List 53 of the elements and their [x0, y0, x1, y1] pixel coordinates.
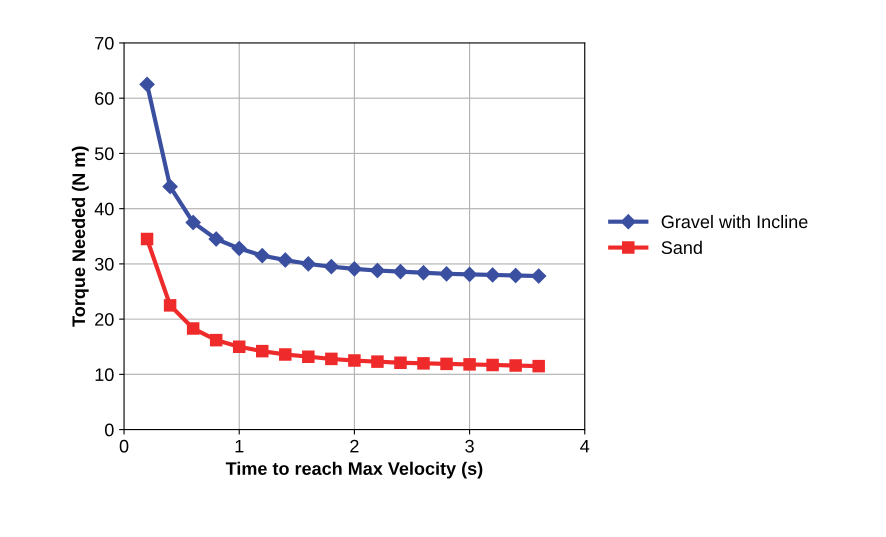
point — [394, 356, 407, 370]
point — [348, 354, 361, 367]
point — [325, 352, 338, 366]
x-tick-label: 1 — [236, 440, 244, 452]
point — [186, 322, 200, 335]
point — [486, 358, 499, 372]
point — [485, 267, 500, 283]
point — [440, 358, 453, 370]
point — [164, 299, 176, 312]
y-tick-label: 0 — [104, 424, 114, 436]
point — [371, 355, 384, 368]
point — [508, 268, 524, 284]
point — [208, 231, 224, 247]
point — [140, 76, 155, 92]
y-tick-label: 50 — [94, 147, 114, 160]
point — [531, 268, 546, 284]
point — [232, 240, 247, 256]
point — [254, 248, 270, 264]
point — [162, 179, 178, 194]
point — [140, 232, 154, 246]
point — [370, 262, 386, 278]
y-tick-label: 30 — [94, 258, 114, 271]
point — [346, 261, 362, 276]
point — [186, 214, 201, 230]
y-tick-label: 40 — [94, 202, 114, 216]
point — [279, 348, 292, 361]
x-axis-title: Time to reach Max Velocity (s) — [226, 462, 482, 479]
point — [532, 360, 545, 372]
legend-label: Sand — [662, 240, 702, 254]
point — [462, 266, 478, 282]
point — [210, 334, 222, 346]
point — [324, 259, 339, 274]
x-tick-label: 3 — [465, 440, 474, 453]
point — [438, 266, 454, 282]
point — [509, 359, 522, 372]
legend-label: Gravel with Incline — [662, 214, 808, 228]
point — [463, 358, 476, 371]
x-tick-label: 2 — [350, 440, 359, 452]
y-tick-label: 60 — [95, 92, 114, 105]
point — [302, 350, 315, 363]
point — [416, 265, 432, 280]
point — [232, 340, 246, 353]
point — [256, 344, 269, 358]
point — [392, 264, 408, 280]
y-axis-title: Torque Needed (N m) — [72, 146, 89, 327]
y-tick-label: 10 — [96, 368, 114, 382]
y-tick-label: 70 — [95, 36, 114, 50]
x-tick-label: 4 — [580, 440, 590, 452]
point — [300, 256, 316, 272]
y-tick-label: 20 — [95, 313, 114, 326]
x-tick-label: 0 — [120, 440, 128, 453]
point — [417, 357, 430, 370]
point — [278, 252, 293, 268]
